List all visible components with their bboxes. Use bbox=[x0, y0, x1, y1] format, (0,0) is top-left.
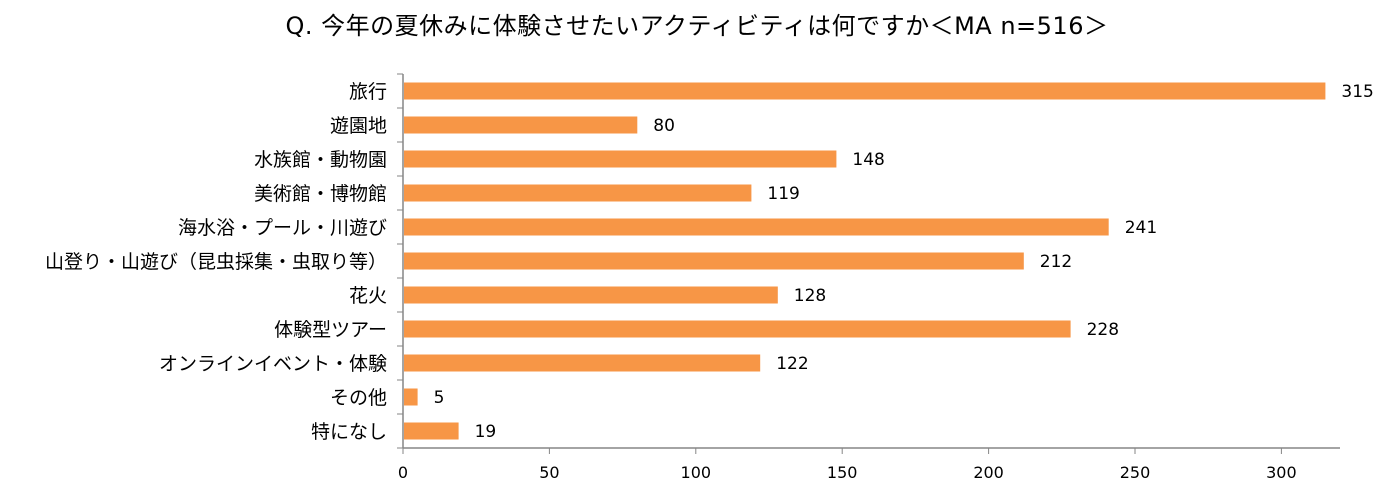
bar bbox=[404, 150, 837, 168]
x-tick-label: 300 bbox=[1266, 463, 1297, 482]
bar bbox=[404, 320, 1071, 338]
bar bbox=[404, 354, 761, 372]
bar bbox=[404, 286, 778, 304]
bar bbox=[404, 116, 638, 134]
bar bbox=[404, 218, 1109, 236]
category-label: 海水浴・プール・川遊び bbox=[178, 217, 387, 239]
category-label: 山登り・山遊び（昆虫採集・虫取り等） bbox=[45, 251, 387, 273]
category-label: 美術館・博物館 bbox=[254, 183, 387, 205]
value-label: 148 bbox=[852, 150, 884, 170]
category-label: 旅行 bbox=[349, 81, 387, 103]
category-label: 遊園地 bbox=[330, 115, 387, 137]
x-tick-label: 250 bbox=[1120, 463, 1151, 482]
value-label: 122 bbox=[776, 354, 808, 374]
value-label: 228 bbox=[1087, 320, 1119, 340]
bar bbox=[404, 422, 459, 440]
x-tick-label: 200 bbox=[973, 463, 1004, 482]
value-label: 80 bbox=[653, 116, 675, 136]
value-label: 212 bbox=[1040, 252, 1072, 272]
category-label: 体験型ツアー bbox=[274, 319, 387, 341]
x-tick-label: 50 bbox=[539, 463, 559, 482]
value-label: 19 bbox=[475, 422, 497, 442]
value-label: 119 bbox=[767, 184, 799, 204]
category-label: オンラインイベント・体験 bbox=[159, 353, 387, 375]
category-label: 水族館・動物園 bbox=[254, 149, 387, 171]
category-label: 特になし bbox=[311, 421, 387, 443]
x-tick-label: 0 bbox=[398, 463, 408, 482]
bar bbox=[404, 82, 1326, 100]
category-label: その他 bbox=[330, 387, 387, 409]
x-tick-label: 100 bbox=[681, 463, 712, 482]
bar bbox=[404, 388, 418, 406]
value-label: 5 bbox=[434, 388, 445, 408]
chart-title: Q. 今年の夏休みに体験させたいアクティビティは何ですか＜MA n=516＞ bbox=[285, 12, 1109, 40]
value-label: 241 bbox=[1125, 218, 1157, 238]
value-label: 315 bbox=[1341, 82, 1373, 102]
value-label: 128 bbox=[794, 286, 826, 306]
bar bbox=[404, 184, 752, 202]
x-tick-label: 150 bbox=[827, 463, 858, 482]
category-label: 花火 bbox=[349, 285, 387, 307]
bar bbox=[404, 252, 1024, 270]
